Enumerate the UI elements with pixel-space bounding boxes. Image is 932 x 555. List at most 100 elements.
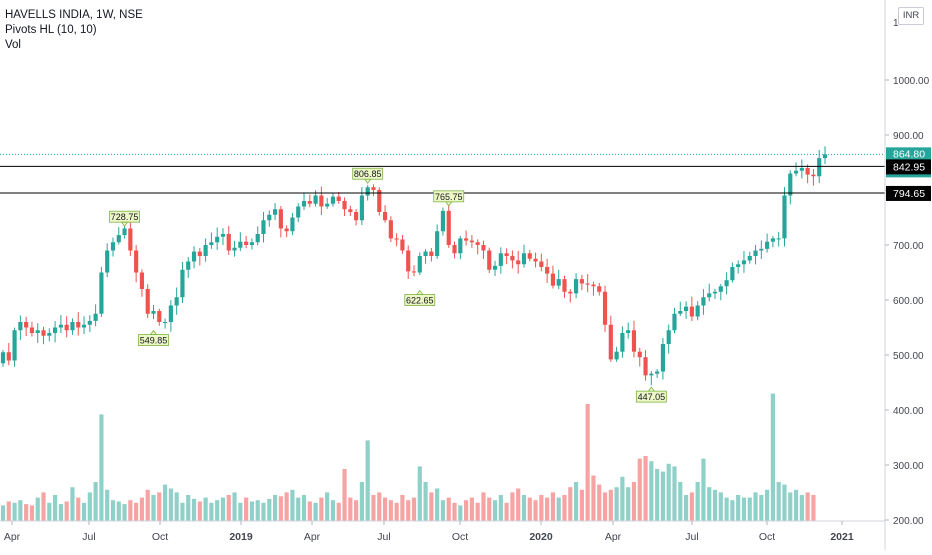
candle-body xyxy=(666,330,671,344)
candle-body xyxy=(805,168,810,175)
volume-bar xyxy=(244,497,249,521)
volume-bar xyxy=(545,497,550,521)
candle-body xyxy=(464,238,469,241)
volume-bar xyxy=(371,495,376,521)
volume-bar xyxy=(24,504,29,521)
volume-bar xyxy=(394,502,399,521)
candle-body xyxy=(244,241,249,245)
candle-body xyxy=(724,280,729,287)
volume-bar xyxy=(151,495,156,521)
currency-button[interactable]: INR xyxy=(898,7,924,25)
candle-body xyxy=(446,210,451,245)
volume-bar xyxy=(400,495,405,521)
volume-bar xyxy=(122,504,127,521)
candle-body xyxy=(510,256,515,261)
volume-bar xyxy=(649,461,654,521)
chart-legend: HAVELLS INDIA, 1W, NSE Pivots HL (10, 10… xyxy=(5,8,143,53)
volume-bar xyxy=(793,489,799,521)
volume-bar xyxy=(220,497,226,521)
candle-body xyxy=(382,212,388,221)
candle-body xyxy=(498,253,503,266)
candle-body xyxy=(197,251,202,256)
candle-body xyxy=(209,242,214,245)
candle-body xyxy=(487,250,492,270)
candle-body xyxy=(776,238,781,240)
candle-body xyxy=(655,371,660,374)
volume-bar xyxy=(382,497,388,521)
candle-body xyxy=(556,279,561,286)
hline-upper-badge-text: 842.95 xyxy=(893,161,925,173)
volume-bar xyxy=(602,492,608,521)
time-tick-label: 2021 xyxy=(830,531,854,543)
volume-bar xyxy=(249,501,254,521)
volume-bar xyxy=(498,495,503,521)
time-axis[interactable]: Apr Jul Oct 2019 Apr Jul Oct 2020 Apr Jul Oct 2021 xyxy=(0,520,885,543)
indicator-label[interactable]: Pivots HL (10, 10) xyxy=(5,24,97,36)
candle-body xyxy=(203,245,208,256)
volume-bar xyxy=(41,492,46,521)
candle-body xyxy=(313,195,318,204)
volume-bar xyxy=(811,495,816,521)
volume-bar xyxy=(435,488,440,521)
time-tick-label: Jul xyxy=(685,531,698,543)
candle-body xyxy=(811,174,816,177)
candle-body xyxy=(527,253,532,259)
volume-bar xyxy=(510,492,515,521)
volume-bar xyxy=(99,414,104,521)
candle-body xyxy=(12,330,17,361)
candle-body xyxy=(359,195,364,221)
candle-body xyxy=(290,217,295,232)
pivot-pointer xyxy=(149,329,158,335)
volume-bar xyxy=(272,495,278,521)
volume-bar xyxy=(87,492,92,521)
pivot-pointer xyxy=(120,221,129,227)
candle-body xyxy=(116,235,121,243)
candle-body xyxy=(29,327,35,333)
time-tick-label: Apr xyxy=(304,531,321,543)
candle-body xyxy=(429,251,434,256)
price-axis[interactable]: 1000.00900.00800.00700.00600.00500.00400… xyxy=(884,0,930,550)
candle-body xyxy=(643,357,648,376)
candle-body xyxy=(296,206,301,218)
volume-bar xyxy=(741,497,747,521)
last-price-badge: 864.80 xyxy=(886,147,931,162)
volume-bar xyxy=(701,458,706,521)
volume-bar xyxy=(163,484,168,521)
pivot-pointer xyxy=(415,289,424,295)
candle-body xyxy=(394,238,399,240)
candle-body xyxy=(591,284,596,287)
pivot-pointer xyxy=(363,178,372,184)
candle-body xyxy=(423,251,428,256)
volume-bar xyxy=(278,496,283,521)
candle-body xyxy=(377,190,382,212)
volume-bar xyxy=(776,482,781,521)
pivot-labels: 728.75 549.85 806.85 765.75 622.65 447.05 xyxy=(109,167,667,403)
candle-body xyxy=(70,322,75,331)
volume-label[interactable]: Vol xyxy=(5,39,21,51)
volume-bar xyxy=(18,500,23,521)
horizontal-lines[interactable] xyxy=(0,153,885,194)
volume-bars xyxy=(0,393,816,521)
candle-body xyxy=(186,261,191,270)
price-tick-label: 900.00 xyxy=(893,131,924,142)
candle-body xyxy=(753,250,758,256)
candle-body xyxy=(105,250,110,273)
pivot-label-text: 806.85 xyxy=(354,169,382,179)
candle-body xyxy=(128,228,133,251)
candle-body xyxy=(707,293,712,298)
candle-body xyxy=(562,279,567,292)
volume-bar xyxy=(707,487,712,521)
time-tick-label: Oct xyxy=(759,531,775,543)
candle-body xyxy=(712,291,718,294)
volume-bar xyxy=(521,495,527,521)
candle-body xyxy=(58,324,63,328)
volume-bar xyxy=(128,500,133,521)
volume-bar xyxy=(660,471,665,521)
volume-bar xyxy=(116,501,121,521)
symbol-title[interactable]: HAVELLS INDIA, 1W, NSE xyxy=(5,9,143,21)
pivot-label-text: 728.75 xyxy=(111,212,139,222)
candle-body xyxy=(261,220,266,234)
candle-body xyxy=(608,324,613,360)
